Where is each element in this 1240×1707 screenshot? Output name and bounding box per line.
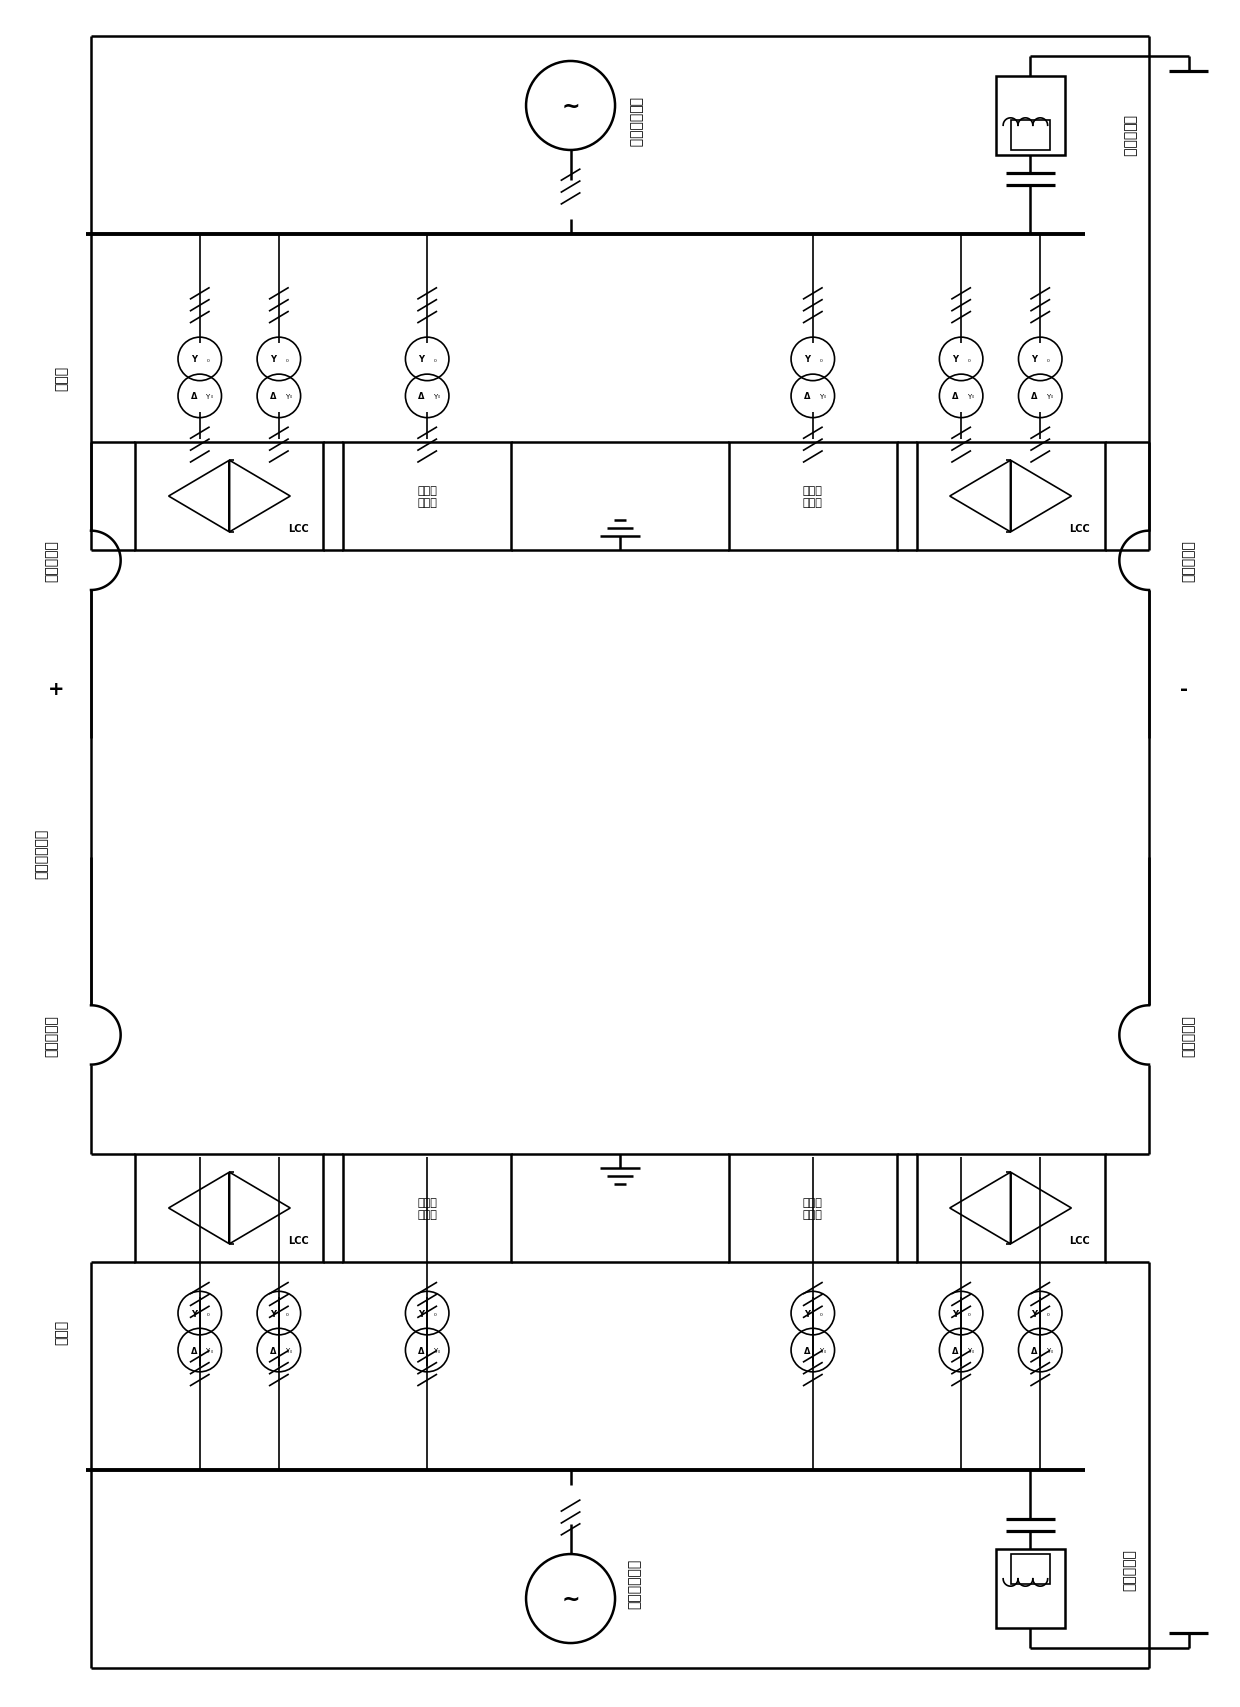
Text: Y: Y — [418, 355, 424, 364]
Text: ₀: ₀ — [823, 394, 826, 399]
Text: ₀: ₀ — [434, 357, 436, 362]
Text: Y: Y — [1047, 1347, 1050, 1354]
Text: Y: Y — [418, 1309, 424, 1318]
Text: Y: Y — [191, 1309, 197, 1318]
Text: 平波电抗器: 平波电抗器 — [45, 1014, 58, 1057]
Text: 平波电抗器: 平波电抗器 — [45, 539, 58, 582]
Text: ₀: ₀ — [1047, 357, 1049, 362]
Bar — [996, 1550, 1065, 1628]
Text: Y: Y — [285, 1347, 289, 1354]
Text: Δ: Δ — [269, 1345, 277, 1355]
Text: 受端交流电网: 受端交流电网 — [627, 97, 642, 147]
Text: Δ: Δ — [952, 1345, 959, 1355]
Text: Y: Y — [967, 1347, 971, 1354]
Bar — [135, 442, 324, 551]
Text: 模块化
换流器: 模块化 换流器 — [417, 1198, 438, 1219]
Text: ₀: ₀ — [206, 357, 210, 362]
Text: ~: ~ — [562, 1589, 580, 1608]
Text: Δ: Δ — [418, 1345, 424, 1355]
Text: Y: Y — [285, 394, 289, 399]
Bar — [729, 442, 897, 551]
Text: ₀: ₀ — [285, 357, 288, 362]
Bar — [343, 1154, 511, 1263]
Text: ₀: ₀ — [967, 357, 971, 362]
Text: Y: Y — [804, 355, 810, 364]
Text: Y: Y — [206, 1347, 210, 1354]
Bar — [996, 77, 1065, 155]
Text: ₀: ₀ — [211, 1349, 213, 1352]
Text: ₀: ₀ — [285, 1311, 288, 1316]
Text: ₀: ₀ — [1052, 1349, 1053, 1352]
Text: Δ: Δ — [804, 1345, 810, 1355]
Text: 直流输电线路: 直流输电线路 — [35, 828, 48, 879]
Bar — [1011, 121, 1050, 150]
Text: Y: Y — [967, 394, 971, 399]
Text: ₀: ₀ — [972, 1349, 975, 1352]
Text: ~: ~ — [562, 96, 580, 116]
Text: Δ: Δ — [1030, 1345, 1038, 1355]
Bar — [1011, 1553, 1050, 1584]
Text: ₀: ₀ — [211, 394, 213, 399]
Text: Y: Y — [433, 394, 438, 399]
Text: ₀: ₀ — [206, 1311, 210, 1316]
Text: Y: Y — [952, 355, 959, 364]
Text: 平波电抗器: 平波电抗器 — [1182, 1014, 1195, 1057]
Text: Δ: Δ — [1030, 393, 1038, 401]
Text: ₀: ₀ — [820, 357, 822, 362]
Bar — [916, 442, 1105, 551]
Text: Y: Y — [1047, 394, 1050, 399]
Text: ₀: ₀ — [290, 394, 291, 399]
Text: 无源滤波器: 无源滤波器 — [1122, 114, 1136, 157]
Bar — [729, 1154, 897, 1263]
Text: Y: Y — [818, 394, 823, 399]
Text: 变压器: 变压器 — [55, 1320, 68, 1345]
Bar — [135, 1154, 324, 1263]
Text: ₀: ₀ — [434, 1311, 436, 1316]
Text: Y: Y — [804, 1309, 810, 1318]
Bar — [343, 442, 511, 551]
Text: -: - — [1179, 679, 1188, 698]
Text: 送端交流电网: 送端交流电网 — [627, 1558, 642, 1608]
Text: LCC: LCC — [288, 1234, 309, 1244]
Text: 模块化
换流器: 模块化 换流器 — [802, 1198, 823, 1219]
Text: LCC: LCC — [288, 524, 309, 533]
Text: Δ: Δ — [952, 393, 959, 401]
Text: 无源滤波器: 无源滤波器 — [1122, 1548, 1136, 1589]
Text: ₀: ₀ — [820, 1311, 822, 1316]
Text: Δ: Δ — [418, 393, 424, 401]
Text: LCC: LCC — [1069, 1234, 1090, 1244]
Text: 平波电抗器: 平波电抗器 — [1182, 539, 1195, 582]
Text: 模块化
换流器: 模块化 换流器 — [417, 486, 438, 507]
Text: ₀: ₀ — [1047, 1311, 1049, 1316]
Bar — [916, 1154, 1105, 1263]
Text: 模块化
换流器: 模块化 换流器 — [802, 486, 823, 507]
Text: Δ: Δ — [269, 393, 277, 401]
Text: ₀: ₀ — [438, 394, 440, 399]
Text: ₀: ₀ — [290, 1349, 291, 1352]
Text: Y: Y — [270, 355, 277, 364]
Text: ₀: ₀ — [1052, 394, 1053, 399]
Text: ₀: ₀ — [972, 394, 975, 399]
Text: Δ: Δ — [191, 1345, 197, 1355]
Text: Δ: Δ — [191, 393, 197, 401]
Text: Y: Y — [206, 394, 210, 399]
Text: Δ: Δ — [804, 393, 810, 401]
Text: ₀: ₀ — [823, 1349, 826, 1352]
Text: Y: Y — [270, 1309, 277, 1318]
Text: Y: Y — [818, 1347, 823, 1354]
Text: LCC: LCC — [1069, 524, 1090, 533]
Text: Y: Y — [1032, 1309, 1038, 1318]
Text: +: + — [48, 679, 64, 698]
Text: 变压器: 变压器 — [55, 365, 68, 391]
Text: ₀: ₀ — [967, 1311, 971, 1316]
Text: Y: Y — [433, 1347, 438, 1354]
Text: ₀: ₀ — [438, 1349, 440, 1352]
Text: Y: Y — [952, 1309, 959, 1318]
Text: Y: Y — [1032, 355, 1038, 364]
Text: Y: Y — [191, 355, 197, 364]
